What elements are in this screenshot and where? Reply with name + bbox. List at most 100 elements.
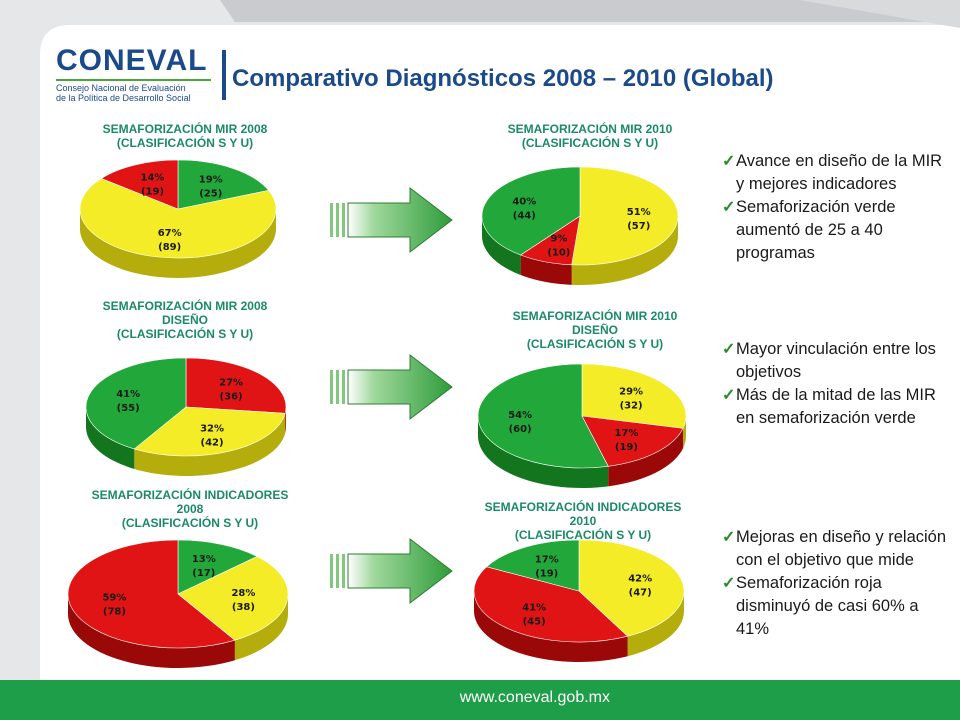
- chart-title-line: SEMAFORIZACIÓN MIR 2010: [512, 309, 678, 323]
- pie-slice-percent: 19%: [199, 175, 223, 186]
- bullet-item: ✓ Avance en diseño de la MIR y mejores in…: [722, 150, 952, 196]
- bullet-text: Mayor vinculación entre los objetivos: [736, 340, 936, 381]
- pie-slice-side: [234, 594, 288, 661]
- coneval-logo: CONEVAL Consejo Nacional de Evaluación d…: [56, 46, 211, 103]
- chart-title-line: DISEÑO: [161, 313, 208, 327]
- pie-slice: [578, 539, 685, 637]
- chart-title-line: SEMAFORIZACIÓN MIR 2008: [102, 299, 268, 313]
- bullet-text: Avance en diseño de la MIR y mejores ind…: [736, 152, 943, 193]
- chart-title-line: (CLASIFICACIÓN S Y U): [116, 136, 254, 150]
- pie-slice-count: (38): [232, 602, 255, 613]
- pie-slice-count: (47): [629, 588, 652, 599]
- pie-slice-percent: 32%: [200, 423, 224, 434]
- pie-slice-side: [80, 209, 276, 278]
- pie-slice-percent: 29%: [619, 387, 643, 398]
- footer-url[interactable]: www.coneval.gob.mx: [459, 689, 610, 706]
- pie-slice-side: [683, 416, 686, 449]
- bullet-group: ✓ Avance en diseño de la MIR y mejores in…: [722, 150, 952, 265]
- pie-slice-percent: 9%: [550, 233, 567, 244]
- pie-slice: [177, 556, 289, 641]
- pie-slice-count: (25): [199, 189, 222, 200]
- checkmark-icon: ✓: [722, 387, 736, 404]
- pie-slice: [477, 363, 609, 469]
- bullet-item: ✓ Más de la mitad de las MIR en semaforiz…: [722, 384, 952, 430]
- logo-divider: [56, 79, 211, 81]
- pie-slice: [67, 539, 236, 649]
- pie-chart-mir-2008: 19% (25) 67% (89) 14% (19): [79, 159, 277, 278]
- pie-slice-count: (55): [117, 403, 140, 414]
- logo-word: CONEVAL: [56, 44, 208, 77]
- pie-slice-count: (10): [547, 247, 570, 258]
- chart-title-line: (CLASIFICACIÓN S Y U): [526, 337, 664, 351]
- chart-title: SEMAFORIZACIÓN MIR 2010 DISEÑO (CLASIFIC…: [470, 309, 720, 351]
- bullet-item: ✓ Semaforización roja disminuyó de casi 6…: [722, 572, 952, 641]
- pie-slice: [571, 166, 679, 266]
- pie-slice: [85, 357, 187, 450]
- pie-slice-percent: 54%: [508, 410, 532, 421]
- pie-slice-count: (78): [103, 607, 126, 618]
- pie-slice-percent: 59%: [102, 593, 126, 604]
- pie-slice-side: [86, 407, 135, 469]
- bullet-text: Semaforización roja disminuyó de casi 60…: [736, 574, 919, 638]
- arrow-right-icon: [330, 537, 453, 605]
- bullet-text: Mejoras en diseño y relación con el obje…: [736, 528, 947, 569]
- bullet-item: ✓ Mejoras en diseño y relación con el obj…: [722, 526, 952, 572]
- checkmark-icon: ✓: [722, 529, 736, 546]
- pie-slice-percent: 13%: [192, 554, 216, 565]
- chart-title-line: (CLASIFICACIÓN S Y U): [514, 528, 652, 542]
- pie-slice: [473, 566, 629, 643]
- chart-title-line: DISEÑO: [571, 323, 618, 337]
- pie-slice-percent: 51%: [627, 207, 651, 218]
- logo-subtitle-1: Consejo Nacional de Evaluación: [56, 83, 186, 93]
- pie-slice-side: [571, 216, 678, 285]
- footer-bar: www.coneval.gob.mx: [0, 680, 960, 720]
- page-title: Comparativo Diagnósticos 2008 – 2010 (Gl…: [232, 65, 774, 92]
- bullet-item: ✓ Semaforización verde aumentó de 25 a 40…: [722, 196, 952, 265]
- pie-slice: [100, 159, 179, 210]
- pie-slice-percent: 17%: [614, 428, 638, 439]
- pie-slice-percent: 42%: [628, 574, 652, 585]
- bullet-group: ✓ Mayor vinculación entre los objetivos ✓…: [722, 338, 952, 430]
- pie-slice-count: (32): [620, 401, 643, 412]
- pie-slice: [185, 357, 287, 414]
- pie-slice-count: (42): [201, 437, 224, 448]
- pie-slice-side: [520, 254, 572, 285]
- pie-slice-percent: 40%: [512, 197, 536, 208]
- pie-chart-indicadores-2010: 42% (47) 41% (45) 17% (19): [473, 539, 685, 662]
- pie-slice-count: (89): [158, 242, 181, 253]
- pie-chart-mir-2010-diseno: 29% (32) 17% (19) 54% (60): [477, 363, 687, 488]
- pie-slice-count: (19): [615, 442, 638, 453]
- chart-title-line: (CLASIFICACIÓN S Y U): [116, 327, 254, 341]
- pie-slice: [133, 406, 286, 457]
- pie-slice-side: [478, 416, 609, 488]
- pie-slice-percent: 41%: [116, 389, 140, 400]
- pie-chart-indicadores-2008: 13% (17) 28% (38) 59% (78): [67, 539, 289, 668]
- pie-slice-percent: 67%: [158, 228, 182, 239]
- pie-slice: [79, 178, 277, 259]
- arrow-right-icon: [330, 353, 453, 421]
- chart-title-line: 2010: [569, 514, 597, 528]
- checkmark-icon: ✓: [722, 341, 736, 358]
- chart-title-line: (CLASIFICACIÓN S Y U): [121, 516, 259, 530]
- chart-title-line: (CLASIFICACIÓN S Y U): [521, 136, 659, 150]
- pie-slice-count: (19): [535, 569, 558, 580]
- pie-chart-mir-2008-diseno: 27% (36) 32% (42) 41% (55): [85, 357, 287, 476]
- pie-slice-count: (60): [509, 424, 532, 435]
- pie-slice: [177, 159, 270, 210]
- checkmark-icon: ✓: [722, 153, 736, 170]
- bullet-text: Semaforización verde aumentó de 25 a 40 …: [736, 198, 896, 262]
- pie-slice-side: [474, 591, 628, 662]
- pie-slice-percent: 17%: [535, 555, 559, 566]
- logo-subtitle-2: de la Política de Desarrollo Social: [56, 93, 191, 103]
- chart-title: SEMAFORIZACIÓN INDICADORES 2010 (CLASIFI…: [443, 500, 723, 542]
- arrow-right-icon: [330, 186, 453, 254]
- pie-slice-percent: 28%: [231, 588, 255, 599]
- chart-title-line: SEMAFORIZACIÓN MIR 2008: [102, 122, 268, 136]
- chart-title-line: SEMAFORIZACIÓN INDICADORES: [91, 488, 289, 502]
- pie-slice-percent: 14%: [141, 173, 165, 184]
- pie-slice-side: [134, 413, 286, 476]
- pie-slice-side: [68, 594, 235, 668]
- bullet-text: Más de la mitad de las MIR en semaforiza…: [736, 386, 936, 427]
- pie-slice: [581, 363, 687, 429]
- bullet-item: ✓ Mayor vinculación entre los objetivos: [722, 338, 952, 384]
